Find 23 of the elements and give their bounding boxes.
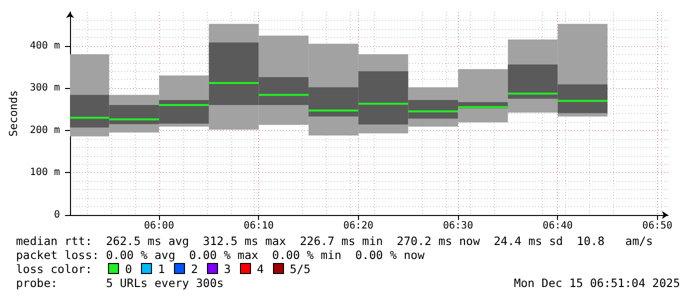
text: packet loss: 0.00 % avg 0.00 % max 0.00 % min 0.00 % now — [16, 248, 424, 262]
x-tick-label: 06:50 — [642, 220, 672, 232]
y-tick-label: 400 m — [30, 40, 60, 52]
text: 5/5 — [290, 262, 311, 276]
y-tick-label: 0 — [54, 210, 60, 220]
x-tick-label: 06:00 — [144, 220, 174, 232]
text: 0 — [125, 262, 132, 276]
text: Mon Dec 15 06:51:04 2025 — [514, 276, 680, 290]
x-tick-label: 06:20 — [343, 220, 374, 232]
y-axis-title: Seconds — [7, 90, 20, 137]
x-tick-label: 06:40 — [542, 220, 573, 232]
text: 4 — [256, 262, 264, 276]
text: loss color: — [16, 262, 94, 276]
x-tick-label: 06:10 — [244, 220, 274, 232]
y-tick-label: 100 m — [30, 167, 60, 178]
x-tick-label: 06:30 — [442, 220, 474, 232]
y-tick-label: 300 m — [30, 82, 60, 94]
text: 1 — [158, 262, 165, 276]
text: probe: 5 URLs every 300s — [16, 276, 224, 290]
text: median rtt: 262.5 ms avg 312.5 ms max 226.7 ms min 270.2 ms now 24.4 ms sd 10.8 am/s — [16, 234, 653, 248]
text: 3 — [224, 262, 231, 276]
text: 2 — [190, 262, 198, 276]
y-tick-label: 200 m — [30, 124, 60, 136]
